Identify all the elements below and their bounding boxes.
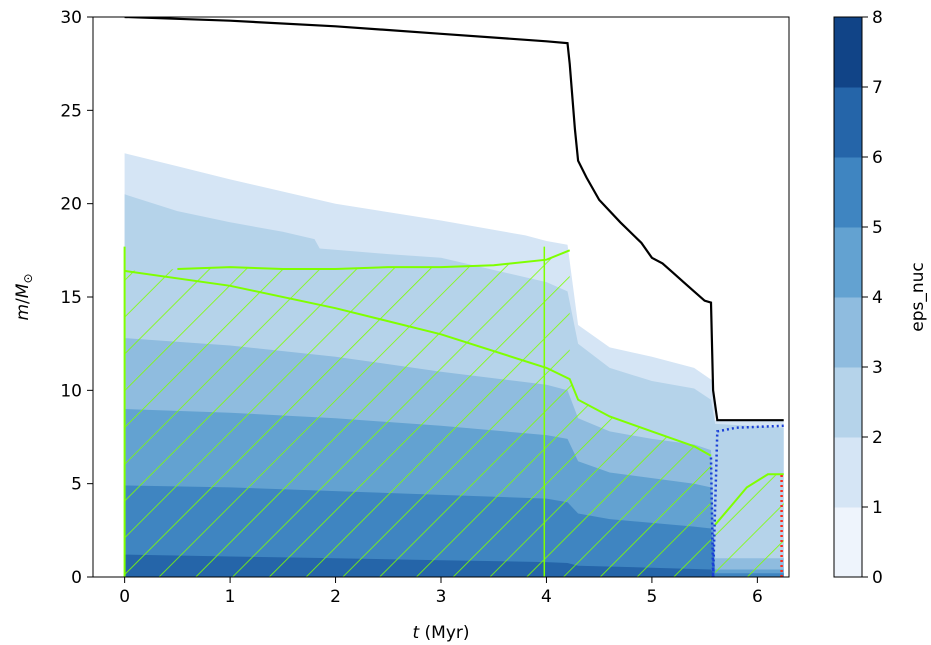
x-tick-label: 6 bbox=[752, 587, 763, 607]
upper-convective-line bbox=[177, 249, 571, 270]
colorbar: 0 1 2 3 4 5 6 7 8 bbox=[834, 8, 883, 588]
blue-dotted-line bbox=[709, 424, 784, 577]
convective-core-line bbox=[124, 269, 712, 457]
y-tick-label: 20 bbox=[60, 195, 82, 215]
colorbar-tick-label: 5 bbox=[872, 218, 883, 238]
x-tick-label: 3 bbox=[436, 587, 447, 607]
y-axis-label: m/M⊙ bbox=[13, 273, 35, 320]
x-tick-label: 5 bbox=[646, 587, 657, 607]
y-tick-label: 10 bbox=[60, 381, 82, 401]
x-tick-label: 1 bbox=[225, 587, 236, 607]
convection-hatching bbox=[124, 250, 784, 577]
total-mass-line bbox=[124, 17, 784, 422]
mixing-lines bbox=[123, 17, 784, 577]
x-axis-label: t (Myr) bbox=[412, 623, 469, 643]
late-convective-line bbox=[714, 473, 784, 526]
x-axis-ticks: 0 1 2 3 4 5 6 bbox=[119, 577, 763, 607]
y-axis-ticks: 0 5 10 15 20 25 30 bbox=[60, 8, 93, 588]
x-tick-label: 4 bbox=[541, 587, 552, 607]
colorbar-tick-label: 3 bbox=[872, 358, 883, 378]
colorbar-band-7 bbox=[834, 17, 862, 88]
y-tick-label: 25 bbox=[60, 101, 82, 121]
upper-convective-hatch bbox=[124, 250, 570, 380]
colorbar-band-5 bbox=[834, 157, 862, 228]
colorbar-tick-label: 2 bbox=[872, 428, 883, 448]
colorbar-band-3 bbox=[834, 297, 862, 368]
y-tick-label: 5 bbox=[71, 475, 82, 495]
x-tick-label: 2 bbox=[330, 587, 341, 607]
colorbar-band-1 bbox=[834, 437, 862, 508]
colorbar-band-0 bbox=[834, 507, 862, 578]
colorbar-frame bbox=[833, 16, 863, 578]
x-tick-label: 0 bbox=[119, 587, 130, 607]
colorbar-label: eps_nuc bbox=[908, 262, 928, 332]
colorbar-tick-label: 4 bbox=[872, 288, 883, 308]
y-tick-label: 30 bbox=[60, 8, 82, 28]
colorbar-band-2 bbox=[834, 367, 862, 438]
colorbar-tick-label: 0 bbox=[872, 568, 883, 588]
colorbar-tick-label: 1 bbox=[872, 498, 883, 518]
colorbar-tick-label: 7 bbox=[872, 78, 883, 98]
colorbar-tick-label: 8 bbox=[872, 8, 883, 28]
colorbar-band-6 bbox=[834, 87, 862, 158]
y-tick-label: 0 bbox=[71, 568, 82, 588]
colorbar-band-4 bbox=[834, 227, 862, 298]
convective-core-hatch bbox=[124, 270, 712, 577]
colorbar-tick-label: 6 bbox=[872, 148, 883, 168]
y-tick-label: 15 bbox=[60, 288, 82, 308]
late-convective-hatch bbox=[715, 474, 784, 577]
